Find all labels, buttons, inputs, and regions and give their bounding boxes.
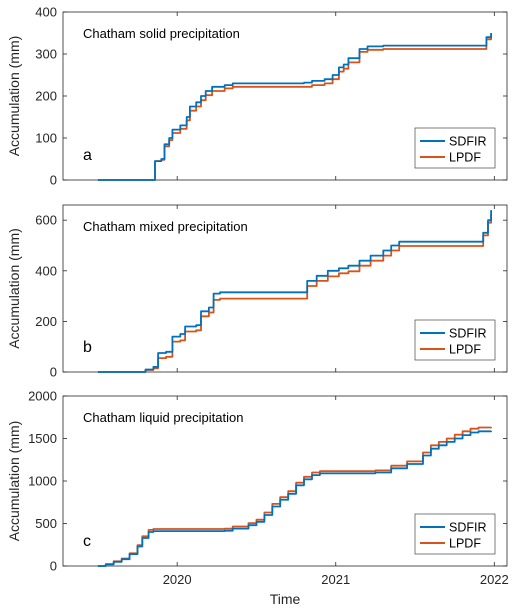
y-tick-label: 600 [35, 213, 57, 228]
y-tick-label: 0 [50, 559, 57, 574]
y-tick-label: 400 [35, 263, 57, 278]
x-tick-label: 2021 [321, 572, 350, 587]
chart-panel-a: 0 100 200 300 400 Accumulation (mm) Chatham so… [6, 5, 508, 188]
panel-letter: a [83, 147, 92, 164]
x-tick-label: 2020 [163, 572, 192, 587]
series-line-lpdf [97, 426, 492, 567]
legend-box [414, 513, 496, 555]
x-axis-label: Time [270, 591, 301, 607]
y-tick-label: 500 [35, 516, 57, 531]
chart-panel-c: 0 500 1000 1500 2000 2020 2021 2022 Accumulation… [6, 389, 509, 608]
y-tick-label: 300 [35, 47, 57, 62]
y-tick-label: 1500 [28, 431, 57, 446]
legend-label-lpdf: LPDF [449, 343, 481, 357]
series-line-sdfir [97, 210, 492, 373]
series-line-sdfir [97, 430, 492, 567]
y-tick-label: 0 [50, 365, 57, 380]
series-line-lpdf [97, 213, 492, 373]
panel-title: Chatham solid precipitation [83, 26, 240, 41]
legend-label-sdfir: SDFIR [449, 521, 487, 535]
panel-title: Chatham mixed precipitation [83, 219, 248, 234]
legend-label-lpdf: LPDF [449, 151, 481, 165]
chart-panel-b: 0 200 400 600 Accumulation (mm) Chatham mixed… [6, 204, 508, 380]
y-tick-label: 100 [35, 131, 57, 146]
y-tick-label: 400 [35, 5, 57, 20]
y-tick-label: 0 [50, 173, 57, 188]
panel-letter: b [83, 339, 92, 356]
panel-title: Chatham liquid precipitation [83, 410, 243, 425]
y-axis-label: Accumulation (mm) [6, 421, 22, 542]
y-tick-label: 1000 [28, 474, 57, 489]
legend-label-lpdf: LPDF [449, 537, 481, 551]
legend-box [414, 319, 496, 361]
y-tick-label: 200 [35, 314, 57, 329]
y-tick-label: 200 [35, 89, 57, 104]
legend-box [414, 127, 496, 169]
y-axis-label: Accumulation (mm) [6, 36, 22, 157]
panel-letter: c [83, 533, 91, 550]
y-axis-label: Accumulation (mm) [6, 228, 22, 349]
y-tick-label: 2000 [28, 389, 57, 404]
x-tick-label: 2022 [480, 572, 509, 587]
legend-label-sdfir: SDFIR [449, 135, 487, 149]
series-line-sdfir [97, 33, 492, 181]
legend-label-sdfir: SDFIR [449, 327, 487, 341]
